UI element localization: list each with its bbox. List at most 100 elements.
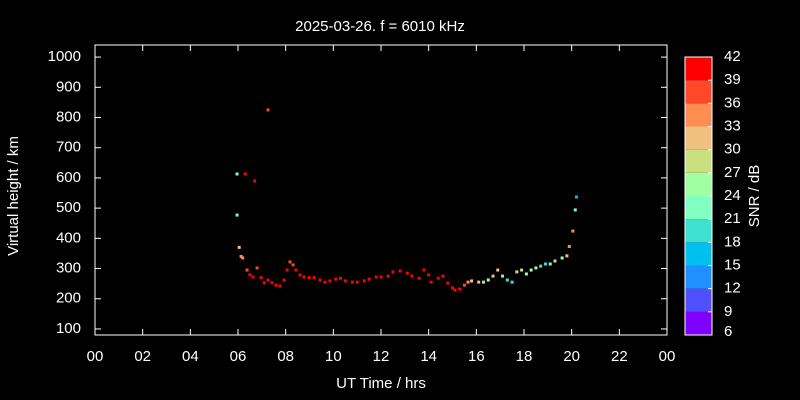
data-point — [274, 283, 278, 287]
y-tick-label: 800 — [56, 108, 81, 125]
data-point — [291, 263, 295, 267]
colorbar-tick-label: 6 — [724, 323, 732, 340]
data-point — [429, 280, 433, 284]
colorbar-swatch — [685, 103, 712, 127]
data-point — [501, 274, 505, 278]
data-point — [496, 268, 500, 272]
data-point — [334, 277, 338, 281]
colorbar-tick-label: 21 — [724, 210, 741, 227]
data-point — [253, 179, 257, 183]
y-tick-label: 1000 — [48, 48, 81, 65]
data-point — [520, 268, 524, 272]
data-point — [427, 273, 431, 277]
data-point — [491, 274, 495, 278]
data-point — [466, 280, 470, 284]
x-tick-label: 20 — [563, 348, 580, 365]
data-point — [248, 273, 252, 277]
data-point — [524, 272, 528, 276]
colorbar-tick-label: 30 — [724, 141, 741, 158]
data-point — [374, 275, 378, 279]
data-point — [505, 278, 509, 282]
data-point — [282, 278, 286, 282]
colorbar-swatch — [685, 242, 712, 266]
colorbar-swatch — [685, 126, 712, 150]
y-axis-label: Virtual height / km — [5, 136, 22, 256]
data-point — [422, 268, 426, 272]
colorbar-tick-label: 24 — [724, 187, 741, 204]
data-point — [278, 284, 282, 288]
data-point — [410, 274, 414, 278]
data-point — [350, 280, 354, 284]
y-tick-label: 100 — [56, 320, 81, 337]
data-point — [288, 260, 292, 264]
data-point — [543, 262, 547, 266]
data-point — [481, 280, 485, 284]
colorbar-label: SNR / dB — [746, 165, 763, 228]
data-point — [453, 288, 457, 292]
data-point — [241, 256, 245, 260]
data-point — [302, 275, 306, 279]
y-tick-label: 700 — [56, 139, 81, 156]
data-point — [245, 268, 249, 272]
colorbar-swatch — [685, 149, 712, 173]
data-point — [573, 208, 577, 212]
data-point — [539, 264, 543, 268]
data-point — [529, 268, 533, 272]
data-point — [355, 280, 359, 284]
data-point — [571, 229, 575, 233]
data-point — [270, 281, 274, 285]
y-tick-label: 200 — [56, 290, 81, 307]
data-point — [436, 276, 440, 280]
colorbar-tick-label: 15 — [724, 256, 741, 273]
data-point — [405, 271, 409, 275]
data-point — [318, 278, 322, 282]
y-tick-label: 900 — [56, 78, 81, 95]
data-point — [235, 172, 239, 176]
colorbar-swatch — [685, 288, 712, 312]
data-point — [298, 273, 302, 277]
colorbar-tick-label: 9 — [724, 303, 732, 320]
data-point — [446, 281, 450, 285]
data-point — [328, 279, 332, 283]
colorbar-tick-label: 18 — [724, 233, 741, 250]
data-point — [462, 283, 466, 287]
x-tick-label: 00 — [659, 348, 676, 365]
data-point — [574, 195, 578, 199]
x-tick-label: 08 — [277, 348, 294, 365]
data-point — [515, 270, 519, 274]
data-point — [255, 266, 259, 270]
data-point — [534, 266, 538, 270]
data-point — [565, 254, 569, 258]
data-point — [458, 287, 462, 291]
x-axis-label: UT Time / hrs — [336, 375, 426, 392]
data-point — [362, 279, 366, 283]
x-tick-label: 18 — [516, 348, 533, 365]
data-point — [470, 279, 474, 283]
data-point — [243, 172, 247, 176]
x-tick-label: 14 — [420, 348, 437, 365]
colorbar-swatch — [685, 80, 712, 104]
x-tick-label: 00 — [87, 348, 104, 365]
y-tick-label: 500 — [56, 199, 81, 216]
data-point — [262, 281, 266, 285]
colorbar-swatch — [685, 265, 712, 289]
colorbar-swatch — [685, 311, 712, 335]
colorbar-tick-label: 39 — [724, 71, 741, 88]
data-point — [338, 276, 342, 280]
chart-title: 2025-03-26. f = 6010 kHz — [295, 18, 465, 35]
data-point — [486, 278, 490, 282]
y-tick-label: 600 — [56, 169, 81, 186]
data-point — [266, 278, 270, 282]
colorbar-tick-label: 33 — [724, 117, 741, 134]
colorbar-tick-label: 12 — [724, 280, 741, 297]
data-point — [294, 268, 298, 272]
data-point — [235, 213, 239, 217]
colorbar-swatch — [685, 172, 712, 196]
y-tick-label: 400 — [56, 229, 81, 246]
x-tick-label: 12 — [373, 348, 390, 365]
x-tick-label: 04 — [182, 348, 199, 365]
colorbar-tick-label: 36 — [724, 94, 741, 111]
colorbar-swatch — [685, 219, 712, 243]
data-point — [417, 276, 421, 280]
colorbar-swatch — [685, 57, 712, 81]
